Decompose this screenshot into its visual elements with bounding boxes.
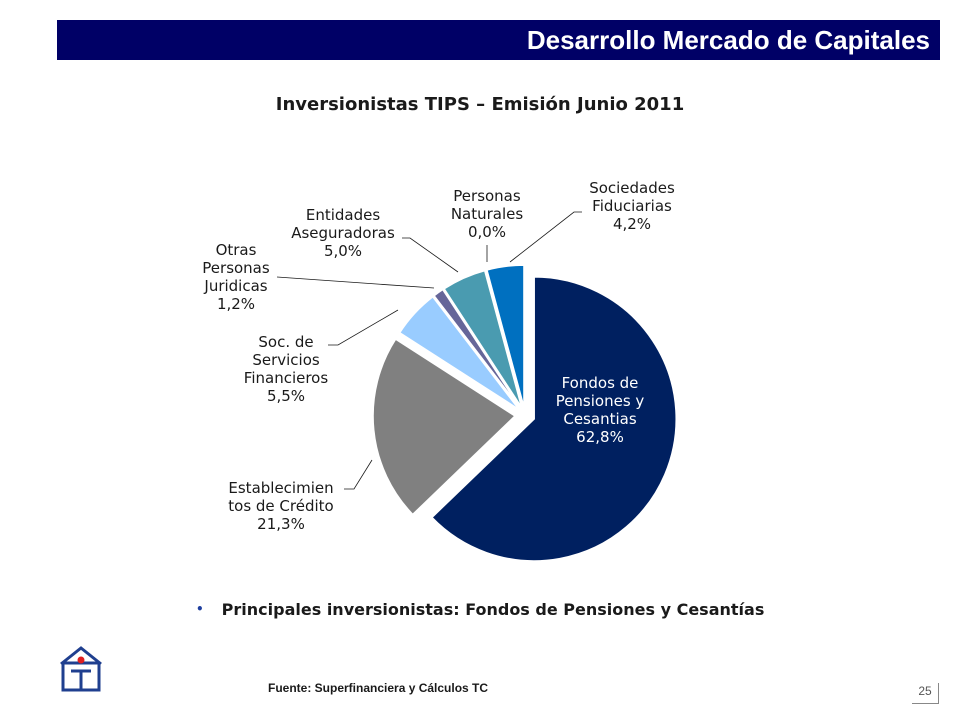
bullet-text: Principales inversionistas: Fondos de Pe… [221, 600, 765, 619]
slice-value-label: 1,2% [217, 295, 255, 313]
slice-category-label: Servicios [252, 351, 320, 369]
slice-category-label: Establecimien [228, 479, 333, 497]
slice-category-label: Juridicas [203, 277, 267, 295]
slice-category-label: Entidades [306, 206, 380, 224]
slice-value-label: 21,3% [257, 515, 305, 533]
slice-value-label: 5,0% [324, 242, 362, 260]
bullet-item: • Principales inversionistas: Fondos de P… [196, 600, 764, 619]
pie-slice [398, 295, 520, 411]
slice-category-label: Naturales [451, 205, 524, 223]
source-note: Fuente: Superfinanciera y Cálculos TC [268, 681, 489, 695]
slice-value-label: 5,5% [267, 387, 305, 405]
slice-value-label: 4,2% [613, 215, 651, 233]
slice-category-label: Financieros [244, 369, 329, 387]
slice-category-label: Soc. de [258, 333, 313, 351]
leader-line [402, 237, 459, 273]
slice-category-label: Pensiones y [556, 392, 645, 410]
slice-category-label: Fondos de [562, 374, 639, 392]
slice-value-label: 62,8% [576, 428, 624, 446]
slice-category-label: Personas [453, 187, 521, 205]
page-title: Desarrollo Mercado de Capitales [526, 25, 930, 55]
pie-slice [433, 288, 522, 409]
pie-slice [372, 338, 517, 516]
slice-category-label: Sociedades [589, 179, 675, 197]
leader-line [344, 459, 373, 490]
company-logo-icon [56, 644, 106, 698]
page-number: 25 [918, 684, 932, 698]
slice-category-label: Fiduciarias [592, 197, 672, 215]
slice-category-label: tos de Crédito [228, 497, 333, 515]
slice-category-label: Otras [216, 241, 257, 259]
leader-line [328, 309, 399, 346]
bullet-dot-icon: • [196, 602, 204, 616]
pie-slice [443, 269, 523, 409]
slice-value-label: 0,0% [468, 223, 506, 241]
slice-category-label: Aseguradoras [291, 224, 395, 242]
leader-line [276, 276, 435, 289]
pie-slice [430, 276, 677, 562]
slice-category-label: Cesantias [563, 410, 636, 428]
page-number-frame [912, 683, 939, 704]
pie-slice [485, 264, 525, 408]
header-bar: Desarrollo Mercado de Capitales [57, 20, 940, 60]
chart-title: Inversionistas TIPS – Emisión Junio 2011 [275, 94, 685, 115]
slice-category-label: Personas [202, 259, 270, 277]
leader-line [509, 211, 582, 263]
